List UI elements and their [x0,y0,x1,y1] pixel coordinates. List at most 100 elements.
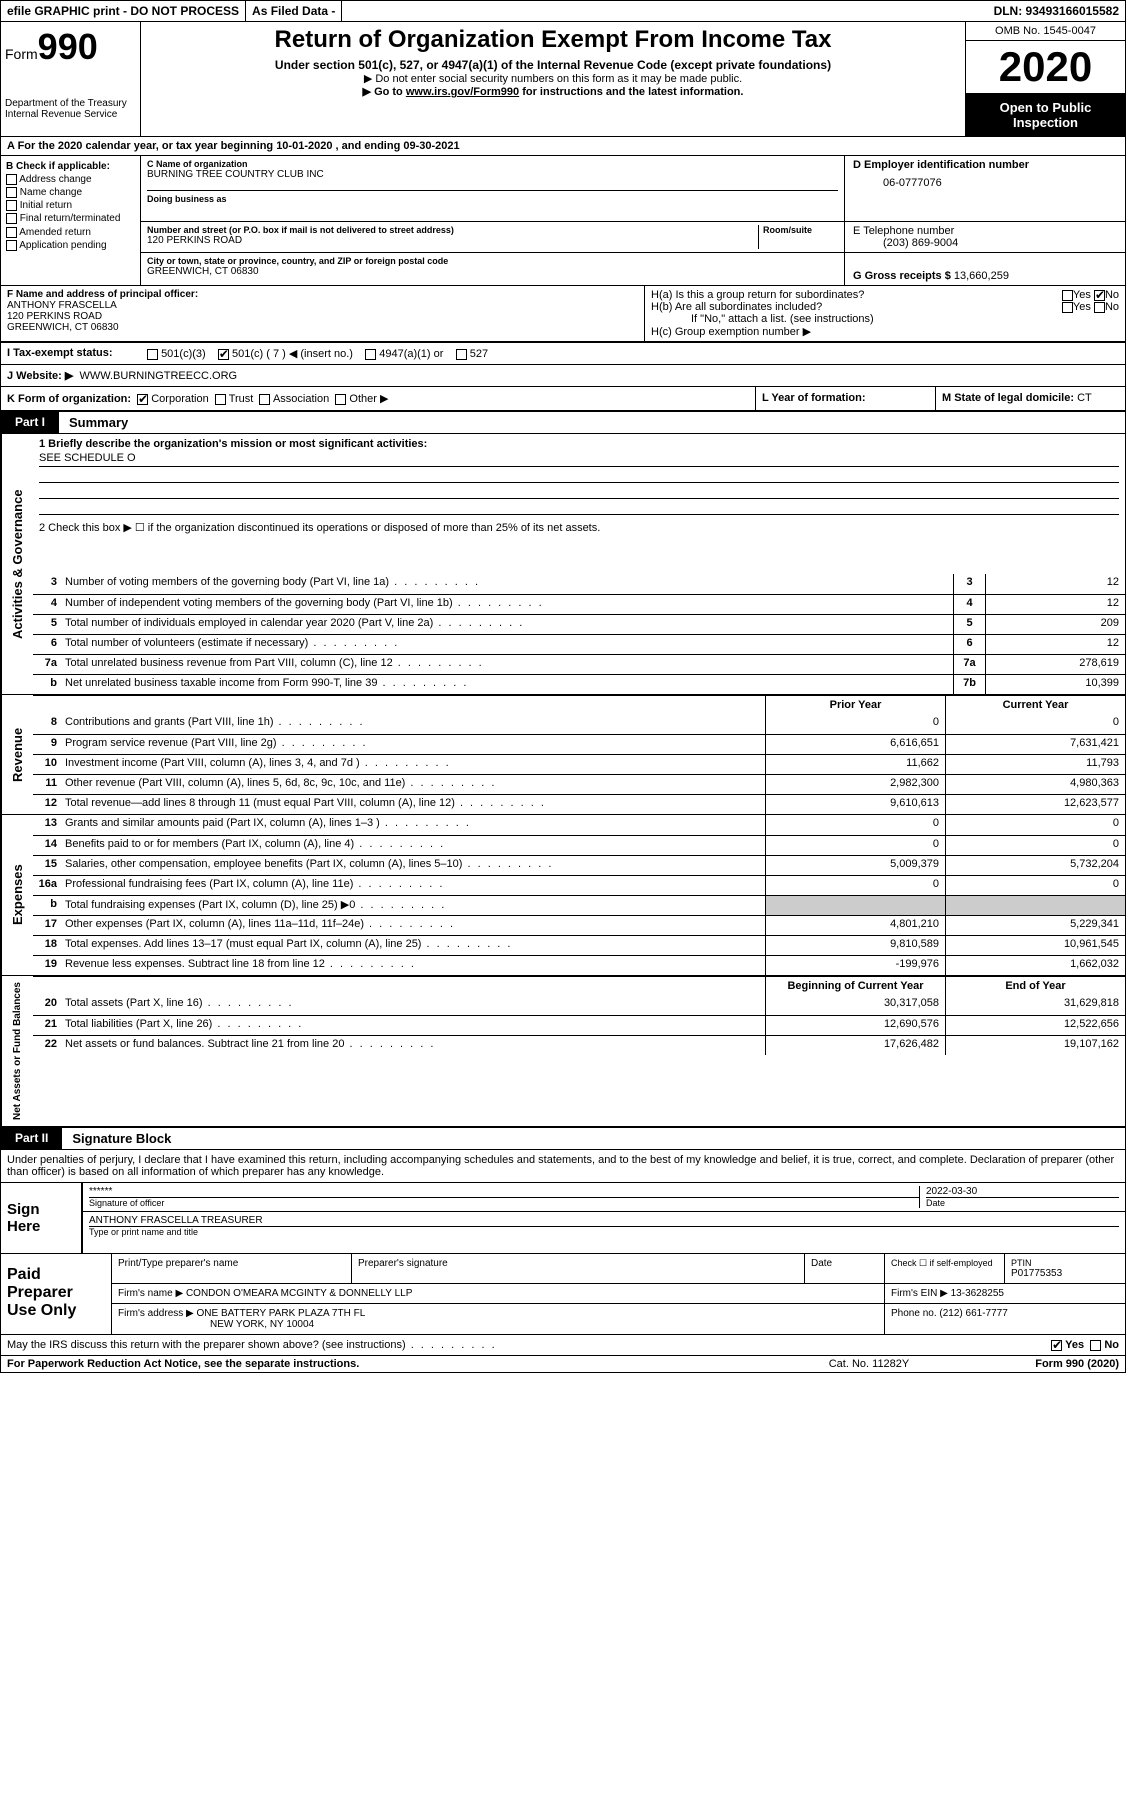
sig-date: 2022-03-30 [926,1186,1119,1197]
vert-revenue: Revenue [1,695,33,814]
phone-label: E Telephone number [853,225,1117,237]
part2-title: Signature Block [62,1128,181,1149]
tax-status-row: I Tax-exempt status: 501(c)(3) 501(c) ( … [1,342,1125,365]
mission-block: 1 Briefly describe the organization's mi… [33,434,1125,574]
discuss-answer: Yes No [1051,1339,1119,1351]
cb-application-pending[interactable]: Application pending [6,240,135,251]
open-to-public: Open to Public Inspection [966,94,1125,136]
begin-year-header: Beginning of Current Year [765,977,945,995]
summary-line: 12Total revenue—add lines 8 through 11 (… [33,794,1125,814]
discuss-question: May the IRS discuss this return with the… [7,1339,406,1351]
street-address: 120 PERKINS ROAD [147,235,758,246]
firm-ein-label: Firm's EIN ▶ [891,1288,948,1299]
summary-line: 20Total assets (Part X, line 16)30,317,0… [33,995,1125,1015]
omb-number: OMB No. 1545-0047 [966,22,1125,41]
hb-answer: Yes No [1062,301,1119,313]
summary-line: 21Total liabilities (Part X, line 26)12,… [33,1015,1125,1035]
city-box: City or town, state or province, country… [141,253,845,285]
section-b: B Check if applicable: Address change Na… [1,156,141,285]
preparer-name-label: Print/Type preparer's name [112,1254,352,1283]
principal-label: F Name and address of principal officer: [7,289,198,300]
summary-line: 22Net assets or fund balances. Subtract … [33,1035,1125,1055]
summary-line: 10Investment income (Part VIII, column (… [33,754,1125,774]
principal-addr1: 120 PERKINS ROAD [7,311,102,322]
paid-preparer-block: Paid Preparer Use Only Print/Type prepar… [1,1254,1125,1335]
org-name-box: C Name of organization BURNING TREE COUN… [141,156,845,221]
sig-officer-label: Signature of officer [89,1197,919,1208]
top-bar: efile GRAPHIC print - DO NOT PROCESS As … [1,1,1125,22]
tax-status-label: I Tax-exempt status: [7,347,113,359]
summary-line: 19Revenue less expenses. Subtract line 1… [33,955,1125,975]
addr-label: Number and street (or P.O. box if mail i… [147,225,758,235]
form-subtitle: Under section 501(c), 527, or 4947(a)(1)… [149,58,957,72]
cb-name-change[interactable]: Name change [6,187,135,198]
cb-initial-return[interactable]: Initial return [6,200,135,211]
k-label: K Form of organization: [7,393,131,405]
section-f: F Name and address of principal officer:… [1,286,645,341]
dept-treasury: Department of the Treasury [5,98,136,109]
city-value: GREENWICH, CT 06830 [147,266,838,277]
summary-line: 11Other revenue (Part VIII, column (A), … [33,774,1125,794]
summary-line: 5Total number of individuals employed in… [33,614,1125,634]
gross-receipts-value: 13,660,259 [954,270,1009,282]
ein-value: 06-0777076 [853,171,1117,189]
cat-number: Cat. No. 11282Y [769,1358,969,1370]
m-value: CT [1077,392,1092,404]
goto-link[interactable]: ▶ Go to www.irs.gov/Form990 for instruct… [363,86,744,98]
summary-line: 7aTotal unrelated business revenue from … [33,654,1125,674]
governance-section: Activities & Governance 1 Briefly descri… [1,434,1125,695]
netassets-section: Net Assets or Fund Balances Beginning of… [1,976,1125,1128]
firm-addr2: NEW YORK, NY 10004 [118,1319,314,1330]
firm-ein: 13-3628255 [951,1288,1004,1299]
current-year-header: Current Year [945,696,1125,714]
dln: DLN: 93493166015582 [988,1,1125,21]
form-title: Return of Organization Exempt From Incom… [149,26,957,54]
hb-note: If "No," attach a list. (see instruction… [651,313,1119,325]
website-label: J Website: ▶ [7,370,73,382]
m-label: M State of legal domicile: [942,392,1074,404]
section-f-h-row: F Name and address of principal officer:… [1,286,1125,342]
ein-label: D Employer identification number [853,159,1117,171]
paid-preparer-label: Paid Preparer Use Only [1,1254,111,1334]
dba-label: Doing business as [147,190,838,204]
header-right: OMB No. 1545-0047 2020 Open to Public In… [965,22,1125,136]
ssn-warning: ▶ Do not enter social security numbers o… [149,72,957,85]
gross-receipts-label: G Gross receipts $ [853,270,951,282]
sig-date-label: Date [926,1197,1119,1208]
section-e: E Telephone number (203) 869-9004 [845,222,1125,252]
preparer-sig-label: Preparer's signature [352,1254,805,1283]
vert-expenses: Expenses [1,815,33,975]
firm-name: CONDON O'MEARA MCGINTY & DONNELLY LLP [186,1288,412,1299]
vert-netassets: Net Assets or Fund Balances [1,976,33,1126]
l-label: L Year of formation: [762,392,866,404]
part1-label: Part I [1,412,59,433]
summary-line: 17Other expenses (Part IX, column (A), l… [33,915,1125,935]
discuss-row: May the IRS discuss this return with the… [1,1335,1125,1355]
paperwork-notice: For Paperwork Reduction Act Notice, see … [7,1358,769,1370]
sign-here-label: Sign Here [1,1183,81,1253]
as-filed: As Filed Data - [246,1,342,21]
form-number: 990 [38,26,98,67]
sign-here-block: Sign Here ****** Signature of officer 20… [1,1183,1125,1254]
cb-address-change[interactable]: Address change [6,174,135,185]
room-label: Room/suite [763,225,838,235]
section-b-label: B Check if applicable: [6,161,135,172]
cb-amended-return[interactable]: Amended return [6,227,135,238]
part2-header: Part II Signature Block [1,1128,1125,1150]
part1-header: Part I Summary [1,412,1125,434]
hb-question: H(b) Are all subordinates included? [651,301,1062,313]
tax-year: 2020 [966,41,1125,94]
website-value[interactable]: WWW.BURNINGTREECC.ORG [79,370,237,382]
self-employed-check[interactable]: Check ☐ if self-employed [885,1254,1005,1283]
phone-value: (203) 869-9004 [853,237,1117,249]
prior-year-header: Prior Year [765,696,945,714]
form-header: Form990 Department of the Treasury Inter… [1,22,1125,137]
bottom-bar: For Paperwork Reduction Act Notice, see … [1,1355,1125,1372]
form-990-container: efile GRAPHIC print - DO NOT PROCESS As … [0,0,1126,1373]
efile-notice: efile GRAPHIC print - DO NOT PROCESS [1,1,246,21]
firm-addr-label: Firm's address ▶ [118,1308,194,1319]
end-year-header: End of Year [945,977,1125,995]
cb-final-return[interactable]: Final return/terminated [6,213,135,224]
summary-line: 15Salaries, other compensation, employee… [33,855,1125,875]
vert-governance: Activities & Governance [1,434,33,694]
